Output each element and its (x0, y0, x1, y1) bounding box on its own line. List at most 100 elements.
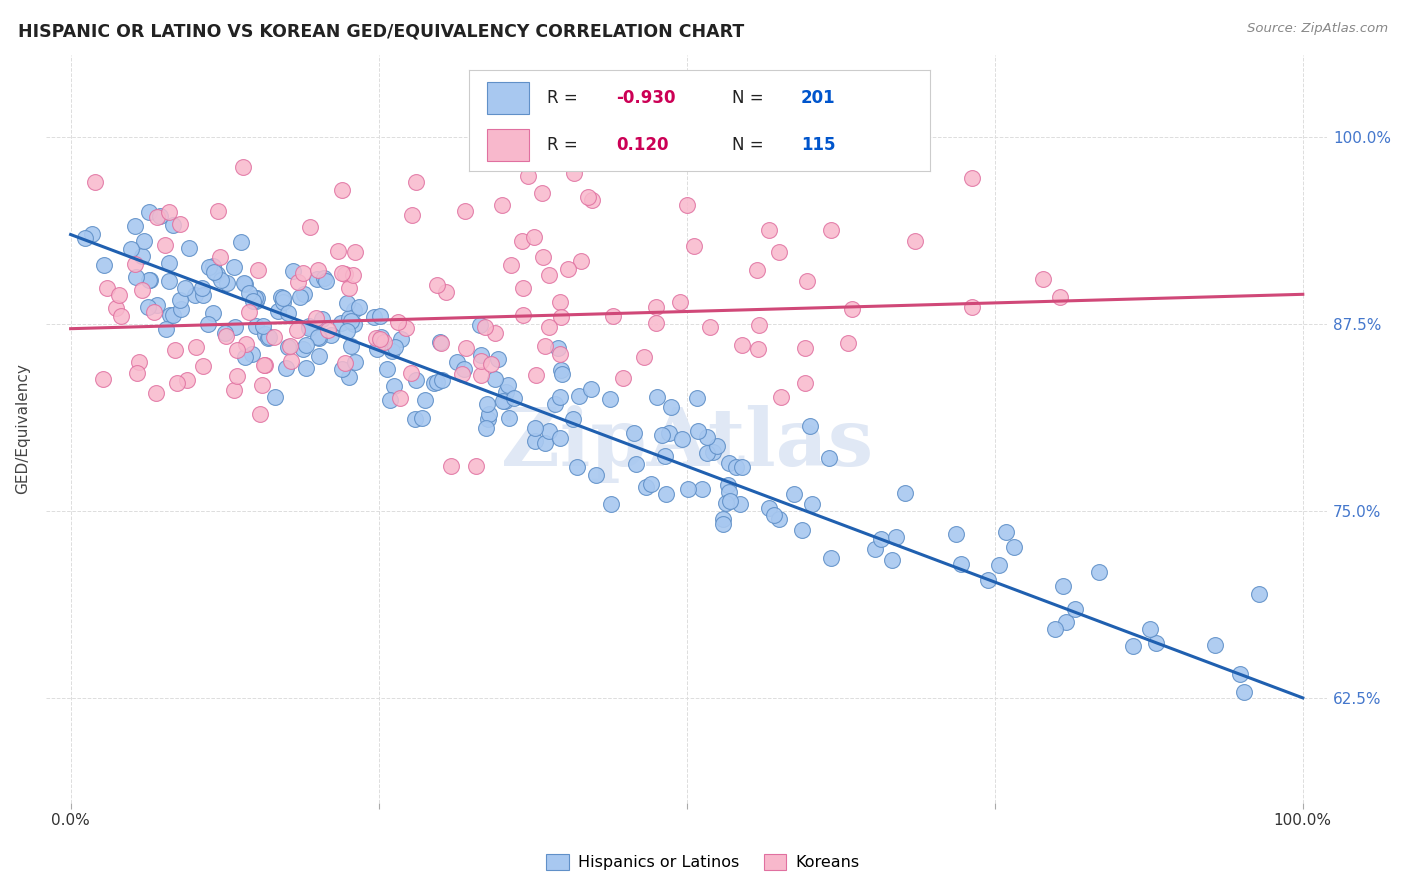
Point (336, 296, 359, 310)
Point (298, 319, 321, 334)
Point (683, 239, 706, 253)
Point (599, 497, 621, 511)
Point (128, 355, 150, 369)
Point (343, 302, 366, 317)
Point (538, 268, 561, 283)
Point (725, 460, 748, 475)
Point (548, 430, 571, 444)
Point (238, 285, 260, 300)
Point (658, 426, 681, 441)
Point (1122, 640, 1144, 654)
Point (654, 450, 676, 464)
Point (675, 197, 697, 211)
Point (557, 261, 579, 276)
Point (494, 394, 516, 409)
Point (184, 288, 207, 302)
Point (329, 316, 352, 330)
Point (562, 166, 585, 180)
Point (453, 362, 475, 376)
Point (405, 175, 427, 189)
Point (550, 363, 572, 377)
Point (308, 349, 330, 363)
Point (634, 480, 657, 494)
Point (124, 269, 146, 284)
Point (308, 331, 330, 345)
Point (285, 323, 308, 337)
Point (456, 341, 478, 355)
Point (870, 532, 893, 546)
Point (411, 411, 433, 425)
Point (264, 390, 287, 404)
Point (644, 317, 666, 331)
Point (401, 208, 423, 222)
Point (281, 264, 304, 278)
Point (257, 330, 280, 344)
Point (690, 482, 713, 496)
Point (292, 342, 315, 356)
Point (222, 383, 245, 397)
Point (245, 318, 267, 333)
Point (263, 329, 285, 343)
Point (995, 524, 1018, 539)
Point (370, 330, 392, 344)
Point (344, 245, 367, 260)
Point (246, 263, 269, 277)
Point (479, 358, 502, 372)
Point (484, 326, 506, 340)
Point (478, 407, 501, 421)
Point (170, 302, 193, 317)
Point (145, 210, 167, 224)
Point (316, 323, 339, 337)
Point (837, 336, 859, 351)
Point (138, 273, 160, 287)
Point (1233, 685, 1256, 699)
Point (718, 456, 741, 470)
Point (311, 311, 333, 326)
Point (191, 287, 214, 301)
Point (136, 301, 159, 315)
Point (305, 311, 328, 326)
Point (623, 425, 645, 440)
Point (1247, 587, 1270, 601)
Point (314, 271, 336, 285)
Point (711, 512, 734, 526)
Point (423, 376, 446, 390)
Point (624, 457, 647, 471)
Point (1204, 638, 1226, 652)
Point (599, 392, 621, 406)
Point (159, 308, 181, 322)
Point (215, 328, 238, 343)
Point (728, 497, 751, 511)
Point (950, 558, 973, 572)
Point (381, 343, 404, 358)
Point (499, 258, 522, 272)
Point (568, 389, 591, 403)
Point (464, 459, 486, 474)
Point (717, 478, 740, 492)
Point (1229, 667, 1251, 681)
Point (768, 511, 790, 525)
Point (253, 358, 276, 372)
Point (817, 450, 839, 465)
Point (548, 294, 571, 309)
Point (644, 301, 666, 315)
Point (233, 276, 256, 290)
Point (110, 309, 132, 323)
Point (340, 339, 363, 353)
Point (343, 317, 366, 331)
Point (330, 266, 353, 280)
Point (240, 347, 263, 361)
Point (702, 444, 724, 458)
Point (370, 309, 392, 323)
Point (201, 259, 224, 273)
Point (254, 326, 277, 341)
Point (645, 390, 668, 404)
Point (530, 186, 553, 200)
Point (585, 468, 607, 483)
Point (235, 337, 257, 351)
Point (696, 430, 718, 444)
Point (131, 283, 153, 297)
Point (336, 324, 359, 338)
Point (799, 419, 821, 434)
Point (745, 263, 768, 277)
